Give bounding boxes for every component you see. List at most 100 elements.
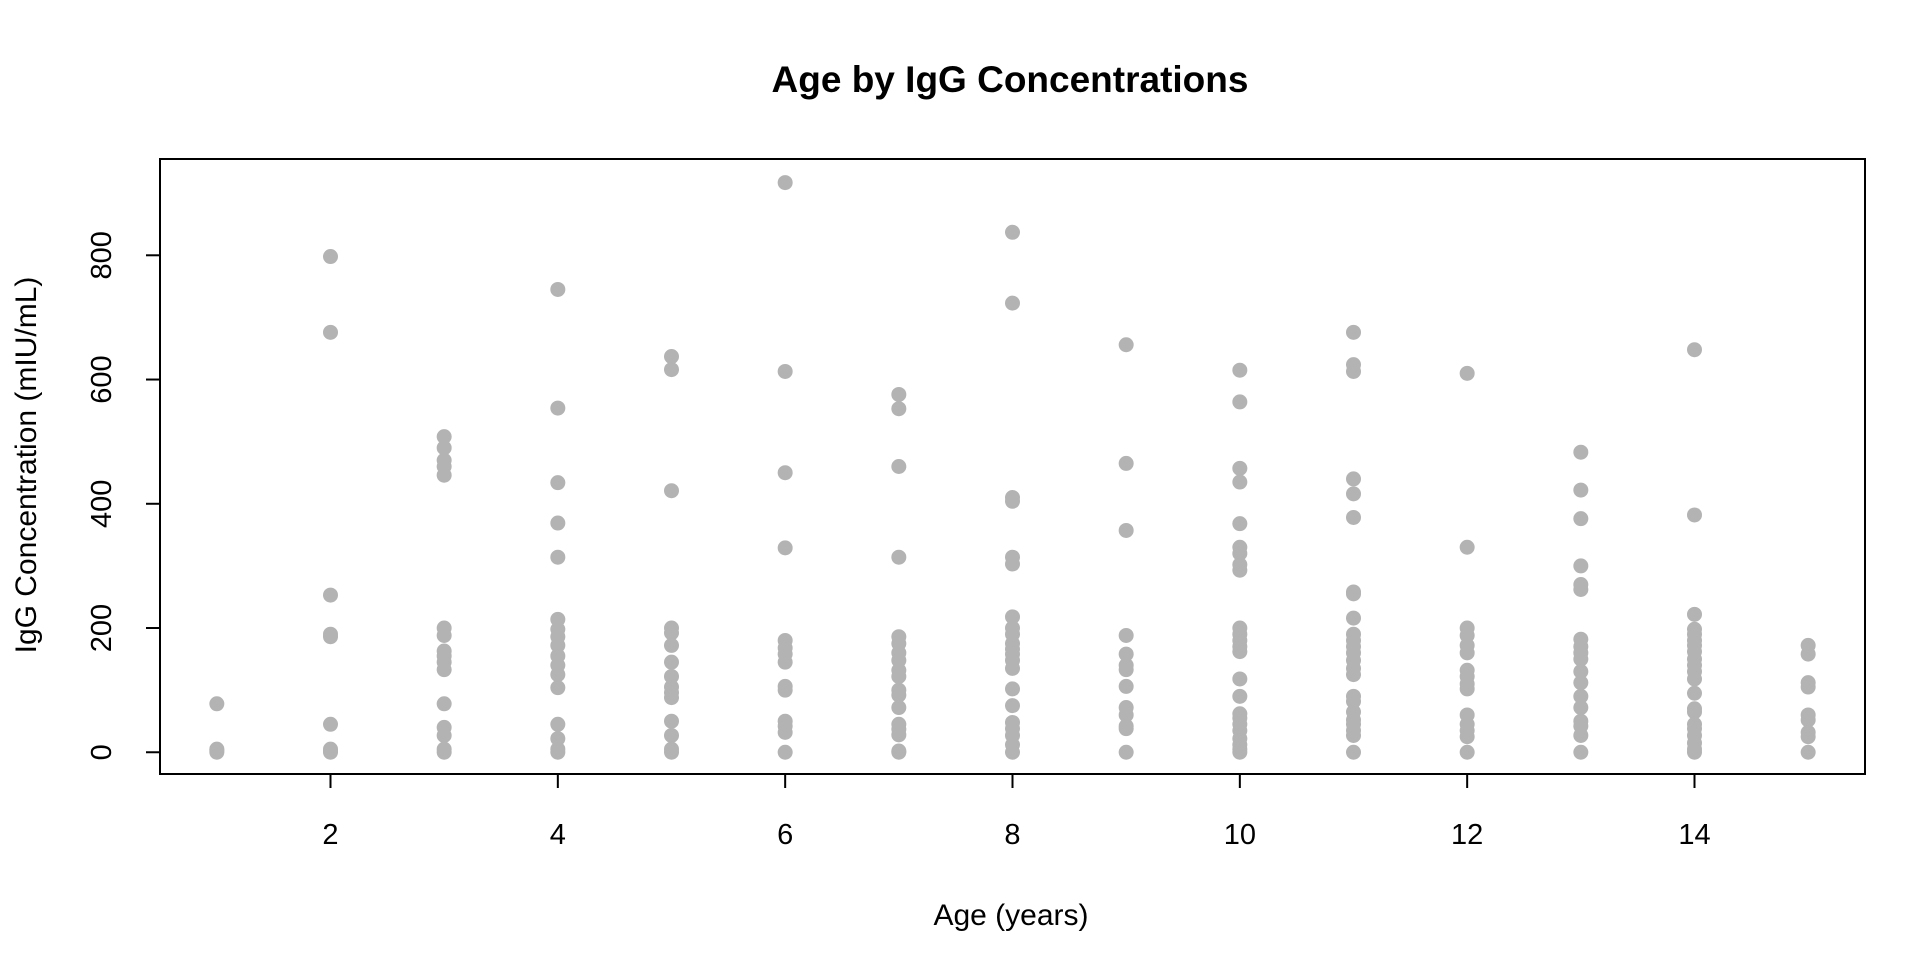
data-point bbox=[1800, 712, 1816, 728]
data-point bbox=[1346, 471, 1361, 487]
data-point bbox=[1232, 744, 1248, 760]
data-point bbox=[323, 716, 338, 732]
data-point bbox=[891, 744, 907, 760]
data-point bbox=[664, 727, 679, 743]
data-point bbox=[1232, 394, 1248, 410]
data-point bbox=[891, 668, 907, 684]
data-point bbox=[664, 713, 679, 729]
x-tick-label: 4 bbox=[550, 819, 566, 851]
data-point bbox=[1005, 295, 1020, 311]
data-point bbox=[777, 175, 793, 191]
data-point bbox=[1346, 363, 1361, 379]
y-axis: 0 200 400 600 800 bbox=[86, 231, 160, 760]
data-point bbox=[1573, 727, 1589, 743]
data-point bbox=[891, 386, 907, 402]
x-tick-label: 2 bbox=[322, 819, 338, 851]
data-point bbox=[1800, 679, 1816, 695]
data-point bbox=[550, 637, 566, 653]
data-point bbox=[1346, 727, 1361, 743]
data-point bbox=[1232, 562, 1248, 578]
data-point bbox=[664, 654, 679, 670]
data-point bbox=[1573, 651, 1589, 667]
y-tick-label: 600 bbox=[86, 355, 118, 403]
data-point bbox=[891, 401, 907, 417]
data-point bbox=[436, 744, 452, 760]
x-tick-label: 10 bbox=[1224, 819, 1256, 851]
data-point bbox=[1687, 342, 1702, 358]
x-tick-label: 12 bbox=[1451, 819, 1483, 851]
data-point bbox=[1118, 707, 1134, 723]
data-point bbox=[1687, 606, 1702, 622]
data-point bbox=[891, 687, 907, 703]
data-point bbox=[777, 540, 793, 556]
data-point bbox=[1118, 455, 1134, 471]
data-point bbox=[550, 680, 566, 696]
data-point bbox=[1346, 744, 1361, 760]
data-point bbox=[1232, 516, 1248, 532]
data-point bbox=[891, 727, 907, 743]
data-point bbox=[1005, 493, 1020, 509]
data-point bbox=[1005, 660, 1020, 676]
data-point bbox=[1118, 662, 1134, 678]
data-point bbox=[1459, 539, 1475, 555]
data-point bbox=[1573, 688, 1589, 704]
data-point bbox=[1459, 729, 1475, 745]
data-point bbox=[1005, 698, 1020, 714]
y-tick-label: 0 bbox=[86, 744, 118, 760]
x-tick-label: 14 bbox=[1678, 819, 1710, 851]
data-point bbox=[777, 744, 793, 760]
data-point bbox=[550, 667, 566, 683]
data-point bbox=[1118, 646, 1134, 662]
data-point bbox=[1573, 664, 1589, 679]
data-point bbox=[891, 459, 907, 474]
data-point bbox=[1118, 337, 1134, 353]
y-axis-label: IgG Concentration (mIU/mL) bbox=[10, 277, 43, 654]
data-point bbox=[323, 744, 338, 760]
data-point bbox=[209, 696, 225, 712]
x-tick-label: 6 bbox=[777, 819, 793, 851]
data-point bbox=[1118, 678, 1134, 694]
y-tick-label: 800 bbox=[86, 231, 118, 279]
data-point bbox=[664, 349, 679, 365]
data-point bbox=[1346, 693, 1361, 709]
data-point bbox=[664, 690, 679, 706]
data-point bbox=[664, 483, 679, 499]
data-point bbox=[1573, 582, 1589, 597]
data-point bbox=[550, 549, 566, 565]
data-point bbox=[777, 363, 793, 379]
data-point bbox=[1346, 486, 1361, 502]
data-point bbox=[323, 324, 338, 340]
data-point bbox=[1687, 704, 1702, 720]
data-point bbox=[1687, 671, 1702, 687]
data-point bbox=[436, 627, 452, 643]
data-point bbox=[436, 727, 452, 743]
data-point bbox=[664, 362, 679, 378]
data-point bbox=[664, 637, 679, 653]
data-point bbox=[1573, 511, 1589, 527]
data-point bbox=[1232, 362, 1248, 378]
data-point bbox=[1573, 482, 1589, 498]
data-point bbox=[323, 249, 338, 265]
data-point bbox=[1118, 627, 1134, 643]
data-point bbox=[550, 515, 566, 531]
data-point bbox=[1573, 675, 1589, 691]
data-point bbox=[1800, 744, 1816, 760]
data-point bbox=[1573, 444, 1589, 460]
data-point bbox=[1232, 545, 1248, 561]
data-point bbox=[1005, 681, 1020, 697]
data-point bbox=[1005, 224, 1020, 240]
data-point bbox=[550, 400, 566, 416]
data-point bbox=[1232, 460, 1248, 476]
data-point bbox=[436, 440, 452, 456]
data-point bbox=[1346, 610, 1361, 626]
data-point bbox=[550, 281, 566, 297]
data-point bbox=[323, 629, 338, 645]
data-point bbox=[1005, 556, 1020, 572]
data-point bbox=[1573, 744, 1589, 760]
data-point bbox=[1573, 558, 1589, 574]
data-point bbox=[1346, 586, 1361, 602]
data-point bbox=[777, 682, 793, 698]
data-point bbox=[891, 549, 907, 565]
x-tick-label: 8 bbox=[1004, 819, 1020, 851]
